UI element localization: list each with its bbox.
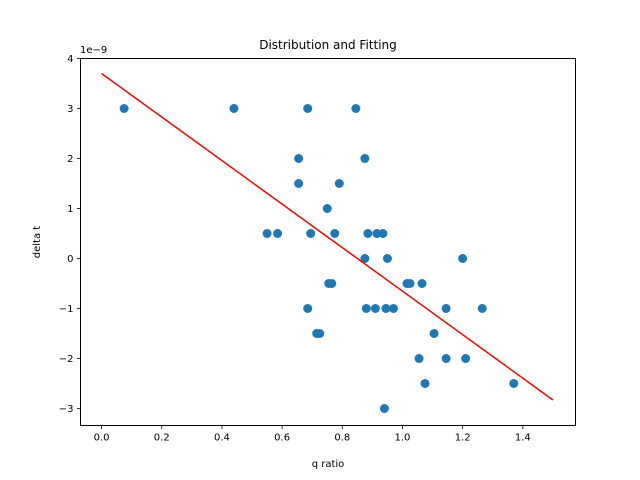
y-axis-label: delta t [32,226,43,259]
data-point-5 [360,154,370,163]
data-point-11 [306,229,316,238]
data-point-26 [370,304,380,313]
data-point-1 [229,104,239,113]
data-point-39 [379,404,389,413]
data-point-8 [322,204,332,213]
data-point-22 [405,279,415,288]
x-tick-label: 1.2 [455,433,471,444]
y-tick-label: −3 [59,404,74,415]
x-tick-label: 1.4 [515,433,531,444]
data-point-24 [303,304,313,313]
x-tick-label: 0.4 [214,433,230,444]
data-point-20 [327,279,337,288]
data-point-34 [414,354,424,363]
y-tick-label: 2 [67,154,73,165]
data-point-38 [509,379,519,388]
x-axis-label: q ratio [312,459,345,470]
data-point-35 [441,354,451,363]
x-tick-label: 0.6 [274,433,290,444]
data-point-12 [330,229,340,238]
data-point-27 [381,304,391,313]
data-point-4 [294,154,304,163]
plot-frame [80,58,576,426]
y-tick-label: −2 [59,354,74,365]
data-point-32 [315,329,325,338]
data-point-6 [294,179,304,188]
data-point-13 [363,229,373,238]
x-tick-label: 1.0 [395,433,411,444]
data-point-29 [441,304,451,313]
x-axis-ticks: 0.0 0.2 0.4 0.6 0.8 1.0 1.2 1.4 [94,425,531,444]
data-point-18 [458,254,468,263]
data-point-23 [417,279,427,288]
data-layer [101,72,554,413]
data-point-28 [388,304,398,313]
data-point-3 [351,104,361,113]
data-point-37 [420,379,430,388]
data-point-17 [382,254,392,263]
y-tick-label: 1 [67,204,73,215]
y-axis-ticks: −3 −2 −1 0 1 2 3 4 [59,54,81,415]
data-point-2 [303,104,313,113]
data-point-15 [378,229,388,238]
data-point-16 [360,254,370,263]
data-point-30 [477,304,487,313]
y-tick-label: 3 [67,104,73,115]
data-point-9 [262,229,272,238]
y-tick-label: 0 [67,254,73,265]
x-tick-label: 0.0 [94,433,110,444]
y-tick-label: 4 [67,54,73,65]
data-point-7 [334,179,344,188]
fit-line [101,72,554,401]
x-tick-label: 0.8 [334,433,350,444]
data-point-33 [429,329,439,338]
data-point-25 [361,304,371,313]
data-point-10 [273,229,283,238]
x-tick-label: 0.2 [154,433,170,444]
data-point-0 [119,104,129,113]
y-tick-label: −1 [59,304,74,315]
y-offset-label: 1e−9 [80,45,107,56]
data-point-36 [461,354,471,363]
chart-title: Distribution and Fitting [259,38,397,52]
